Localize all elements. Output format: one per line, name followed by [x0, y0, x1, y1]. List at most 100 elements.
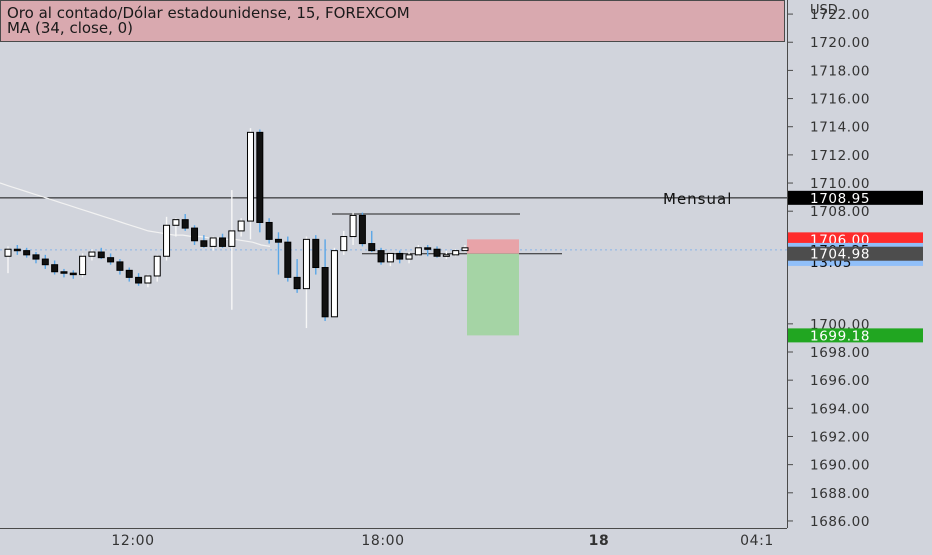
- candle-body: [256, 131, 264, 223]
- candle-body: [32, 254, 40, 260]
- price-tag: [788, 190, 923, 205]
- candle-body: [461, 247, 469, 252]
- candle: [228, 190, 236, 310]
- candle: [452, 249, 460, 257]
- candle: [97, 247, 105, 260]
- candle-body: [405, 254, 413, 260]
- candle-body: [60, 271, 68, 274]
- candle: [163, 216, 171, 261]
- candle: [246, 128, 254, 240]
- candle-body: [246, 131, 254, 222]
- candle: [237, 218, 245, 237]
- candle-body: [163, 224, 171, 257]
- y-tick-label: 1698.00: [810, 345, 870, 361]
- candle: [116, 259, 124, 275]
- candle: [293, 259, 301, 293]
- mensual-line-label: Mensual: [663, 190, 733, 208]
- candle-body: [302, 238, 310, 290]
- candle-body: [368, 243, 376, 252]
- candle: [13, 244, 21, 255]
- time-axis-scale[interactable]: 12:00 18:00 18 04:1: [0, 529, 787, 551]
- candle: [340, 230, 348, 255]
- candle-body: [200, 240, 208, 247]
- candle-body: [386, 252, 394, 263]
- y-tick-label: 1688.00: [810, 486, 870, 502]
- currency-label: USD: [810, 3, 838, 18]
- candle-body: [116, 261, 124, 271]
- x-tick-label: 04:1: [740, 533, 774, 549]
- candle: [41, 254, 49, 269]
- candle-body: [79, 255, 87, 276]
- candle-body: [13, 248, 21, 252]
- candle: [209, 236, 217, 251]
- candle: [256, 129, 264, 233]
- x-tick-label: 18:00: [361, 533, 404, 549]
- candle-body: [219, 237, 227, 247]
- candle-body: [293, 276, 301, 290]
- candle: [265, 218, 273, 244]
- candle-body: [41, 258, 49, 266]
- candle: [396, 250, 404, 264]
- candle: [405, 252, 413, 264]
- candle: [442, 250, 450, 260]
- candle: [107, 253, 115, 265]
- candle-body: [321, 267, 329, 318]
- price-axis[interactable]: USD 1722.00 1720.00 1718.00 1716.00 1714.00 17…: [787, 0, 932, 530]
- candle: [358, 212, 366, 247]
- y-tick-label: 1722.00: [810, 7, 870, 23]
- candle-body: [88, 251, 96, 257]
- chart-title: Oro al contado/Dólar estadounidense, 15,…: [7, 4, 410, 22]
- time-axis[interactable]: 12:00 18:00 18 04:1: [0, 528, 787, 550]
- y-tick-label: 1686.00: [810, 514, 870, 528]
- candle: [284, 236, 292, 282]
- candle: [79, 253, 87, 278]
- candle-body: [135, 276, 143, 284]
- candle-body: [191, 227, 199, 242]
- candle-body: [414, 247, 422, 256]
- candlestick-chart[interactable]: [0, 0, 787, 528]
- candle-body: [172, 219, 180, 226]
- candle: [191, 225, 199, 245]
- y-tick-label: 1690.00: [810, 458, 870, 474]
- candle-body: [144, 275, 152, 284]
- candle-body: [340, 236, 348, 252]
- y-tick-label: 1694.00: [810, 401, 870, 417]
- candle-body: [107, 257, 115, 263]
- price-tag: [788, 328, 923, 343]
- candle-body: [284, 241, 292, 278]
- candle-body: [97, 251, 105, 259]
- candle-body: [153, 255, 161, 277]
- candle-body: [274, 238, 282, 243]
- candle: [321, 239, 329, 322]
- candle-body: [452, 250, 460, 256]
- moving-average-legend: MA (34, close, 0): [7, 19, 134, 37]
- candle-body: [396, 252, 404, 260]
- candle-body: [181, 219, 189, 229]
- candle: [424, 244, 432, 257]
- y-tick-label: 1692.00: [810, 429, 870, 445]
- take-profit-zone: [467, 253, 519, 336]
- chart-header-legend[interactable]: Oro al contado/Dólar estadounidense, 15,…: [0, 0, 785, 42]
- candle: [69, 270, 77, 279]
- candle: [51, 260, 59, 275]
- y-tick-label: 1696.00: [810, 373, 870, 389]
- candle-body: [51, 264, 59, 273]
- candle: [330, 247, 338, 318]
- candle: [386, 252, 394, 267]
- candle: [125, 267, 133, 282]
- candle-body: [330, 250, 338, 318]
- price-tag: [788, 232, 923, 247]
- candle-body: [209, 237, 217, 247]
- candle: [144, 274, 152, 288]
- candle: [219, 233, 227, 248]
- candle: [461, 244, 469, 253]
- y-tick-label: 1712.00: [810, 148, 870, 164]
- chart-plot-area[interactable]: Oro al contado/Dólar estadounidense, 15,…: [0, 0, 787, 528]
- candle-body: [433, 248, 441, 257]
- candle-body: [125, 269, 133, 278]
- price-tag-label: 1699.18: [810, 328, 870, 344]
- candle: [4, 246, 12, 274]
- x-tick-label: 12:00: [111, 533, 154, 549]
- price-tag-label: 1708.95: [810, 191, 870, 207]
